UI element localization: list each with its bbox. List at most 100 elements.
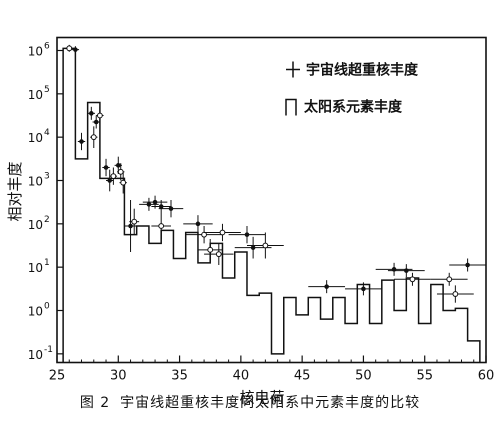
y-tick-exponent: 6 xyxy=(44,42,50,52)
filled-marker xyxy=(152,199,158,205)
filled-marker xyxy=(93,119,99,125)
cosmic-ray-point xyxy=(65,44,73,52)
x-tick-label: 30 xyxy=(110,369,127,384)
cosmic-ray-point xyxy=(129,208,140,235)
filled-marker xyxy=(115,163,121,168)
open-marker xyxy=(219,229,226,236)
x-tick-label: 25 xyxy=(49,369,66,384)
cosmic-ray-point xyxy=(119,171,127,194)
open-marker xyxy=(207,246,214,253)
cosmic-ray-point xyxy=(246,232,284,259)
filled-marker xyxy=(250,245,256,250)
cosmic-ray-point xyxy=(345,282,382,296)
cosmic-ray-point xyxy=(87,106,95,120)
y-tick-exponent: -1 xyxy=(44,345,53,355)
y-tick-exponent: 4 xyxy=(44,128,50,138)
x-tick-label: 40 xyxy=(233,369,250,384)
y-tick-label: 10 xyxy=(28,348,43,362)
open-marker xyxy=(158,223,165,229)
legend-cosmic-ray-label: 宇宙线超重核丰度 xyxy=(306,62,419,79)
legend-solar-label: 太阳系元素丰度 xyxy=(304,99,403,116)
y-tick-exponent: 3 xyxy=(44,172,50,182)
cosmic-ray-point xyxy=(102,158,110,177)
x-axis-label: 核电荷 xyxy=(239,389,284,407)
open-marker xyxy=(452,291,459,297)
plot-frame xyxy=(56,36,487,364)
x-tick-label: 45 xyxy=(294,369,311,384)
open-marker xyxy=(90,134,97,141)
filled-marker xyxy=(89,111,94,116)
x-tick-label: 55 xyxy=(416,369,433,384)
cosmic-ray-point xyxy=(90,126,98,148)
figure-number: 图 2 xyxy=(79,395,111,411)
open-marker xyxy=(131,218,138,225)
y-tick-label: 10 xyxy=(28,131,43,145)
x-tick-label: 50 xyxy=(355,369,372,384)
filled-marker xyxy=(146,202,152,207)
y-tick-label: 10 xyxy=(28,175,43,189)
filled-marker xyxy=(103,165,109,170)
cosmic-ray-point xyxy=(71,46,80,54)
x-tick-label: 35 xyxy=(171,369,188,384)
y-tick-label: 10 xyxy=(28,88,43,102)
cosmic-ray-point xyxy=(109,167,118,185)
cosmic-ray-point xyxy=(124,200,137,252)
cosmic-ray-point xyxy=(185,226,223,244)
cosmic-ray-point xyxy=(394,272,431,286)
filled-marker xyxy=(324,284,329,289)
filled-marker xyxy=(128,223,133,229)
y-tick-exponent: 2 xyxy=(44,215,50,225)
open-marker xyxy=(97,112,103,119)
cosmic-ray-point xyxy=(77,132,86,151)
open-marker xyxy=(66,45,73,52)
cosmic-ray-point xyxy=(430,272,468,286)
filled-marker xyxy=(79,139,84,144)
y-tick-exponent: 1 xyxy=(44,258,50,268)
open-marker xyxy=(409,276,416,283)
cosmic-ray-point xyxy=(96,106,104,125)
cosmic-ray-point xyxy=(158,200,184,218)
legend-step-symbol xyxy=(285,98,297,116)
open-marker xyxy=(215,251,222,258)
y-tick-label: 10 xyxy=(28,261,43,275)
open-marker xyxy=(262,242,269,249)
cosmic-ray-point xyxy=(449,258,486,272)
cosmic-ray-point xyxy=(436,285,474,303)
cosmic-ray-point xyxy=(308,280,346,294)
filled-marker xyxy=(244,232,250,237)
cosmic-ray-point xyxy=(151,213,171,239)
open-marker xyxy=(120,179,127,186)
y-tick-exponent: 5 xyxy=(44,85,50,95)
cosmic-ray-series xyxy=(65,44,486,303)
open-marker xyxy=(117,168,124,175)
cosmic-ray-point xyxy=(183,215,213,233)
x-tick-label: 60 xyxy=(478,369,495,384)
y-tick-label: 10 xyxy=(28,305,43,319)
figure-caption-text: 宇宙线超重核丰度同太阳系中元素丰度的比较 xyxy=(120,395,421,411)
filled-marker xyxy=(361,286,366,292)
filled-marker xyxy=(465,262,470,268)
filled-marker xyxy=(168,206,174,211)
filled-marker xyxy=(107,178,113,183)
cosmic-ray-point xyxy=(151,200,171,213)
filled-marker xyxy=(195,221,201,227)
y-tick-exponent: 0 xyxy=(44,302,50,312)
figure-caption: 图 2 宇宙线超重核丰度同太阳系中元素丰度的比较 xyxy=(0,392,500,412)
cosmic-ray-point xyxy=(204,223,241,242)
filled-marker xyxy=(404,268,409,273)
chart-legend: 宇宙线超重核丰度 太阳系元素丰度 xyxy=(285,61,419,116)
cosmic-ray-point xyxy=(387,264,425,278)
cosmic-ray-point xyxy=(92,115,100,129)
cosmic-ray-point xyxy=(106,169,114,192)
solar-abundance-series xyxy=(62,47,481,363)
solar-abundance-steps xyxy=(62,47,481,363)
cosmic-ray-point xyxy=(228,226,266,244)
cosmic-ray-point xyxy=(204,243,234,265)
y-axis-label: 相对丰度 xyxy=(6,161,24,221)
y-tick-label: 10 xyxy=(28,45,43,59)
open-marker xyxy=(446,276,453,283)
filled-marker xyxy=(73,47,78,52)
open-marker xyxy=(110,173,117,180)
